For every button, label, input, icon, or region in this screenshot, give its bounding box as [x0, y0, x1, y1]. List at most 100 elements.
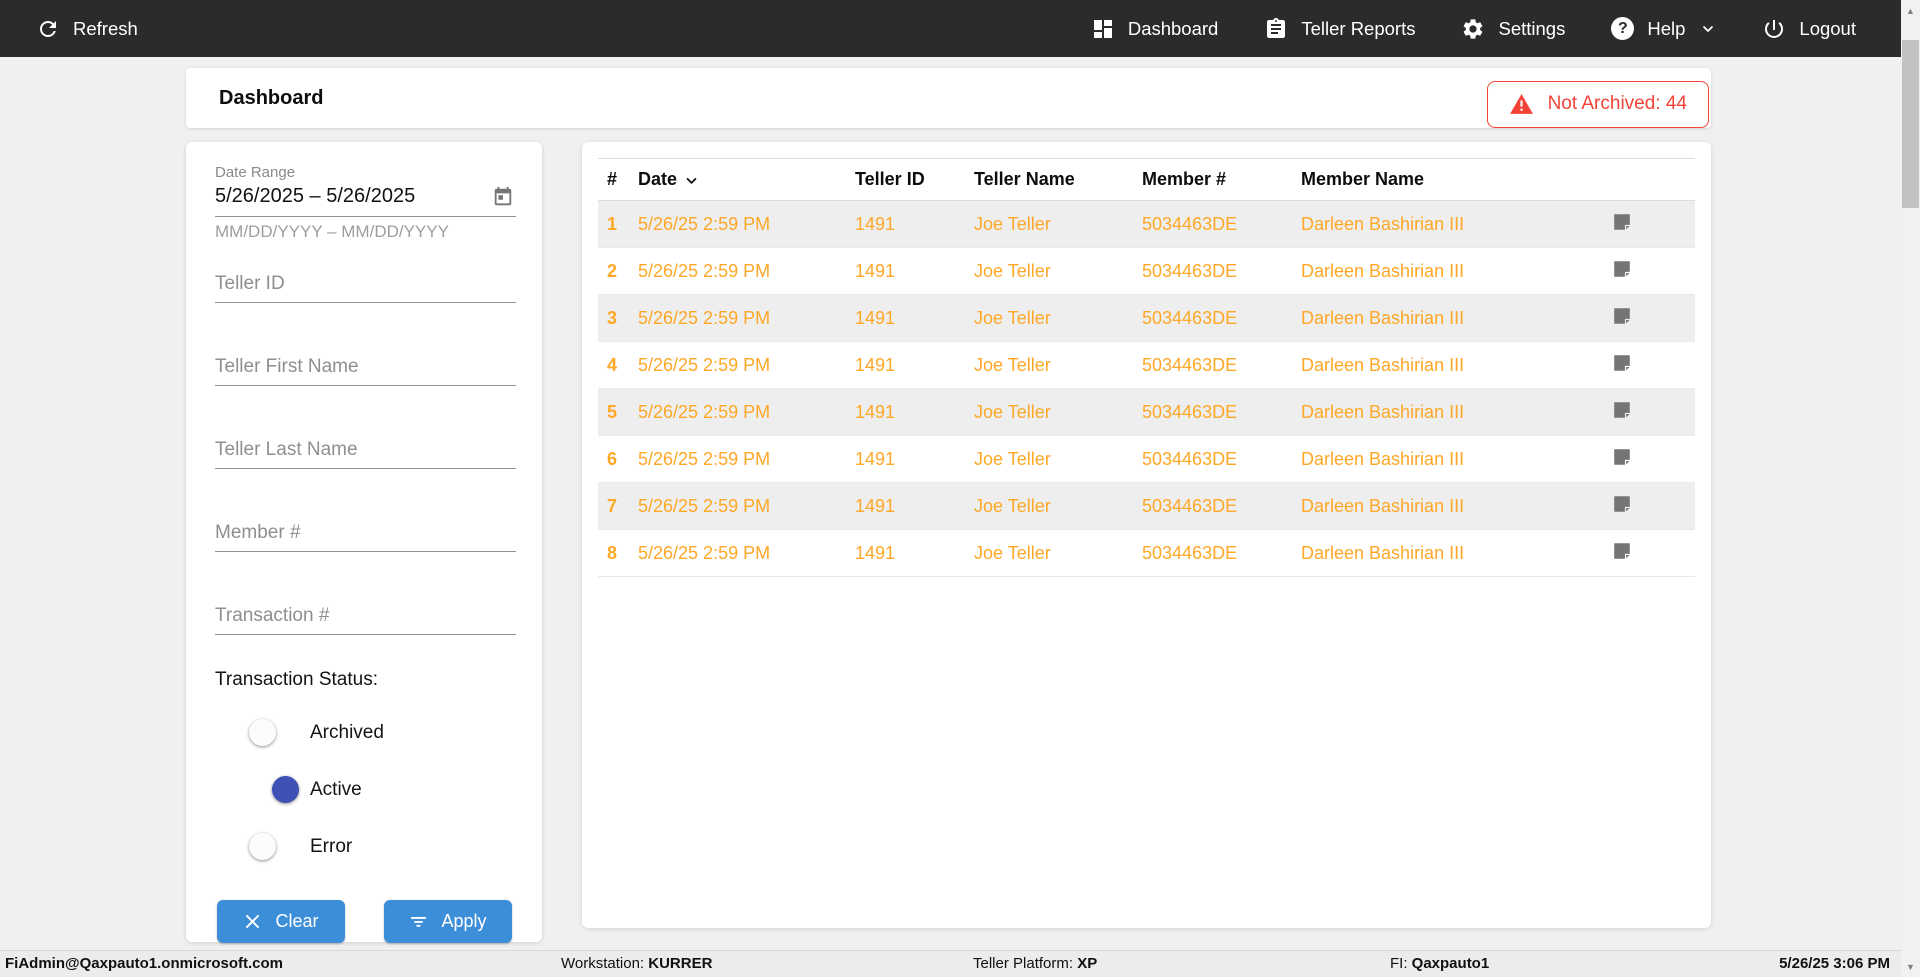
transaction-number-input[interactable]	[215, 600, 516, 635]
workstation-label: Workstation:	[561, 955, 645, 972]
page-title: Dashboard	[219, 86, 324, 109]
workstation-value: KURRER	[648, 955, 713, 972]
fi-info: FI: Qaxpauto1	[1390, 955, 1489, 972]
nav-item-logout[interactable]: Logout	[1762, 17, 1856, 41]
power-icon	[1762, 17, 1786, 41]
teller-platform-value: XP	[1077, 955, 1098, 972]
note-icon[interactable]	[1611, 258, 1633, 280]
note-icon[interactable]	[1611, 305, 1633, 327]
row-member-name: Darleen Bashirian III	[1301, 354, 1465, 375]
filter-icon	[411, 916, 427, 927]
row-number: 4	[607, 354, 618, 375]
column-header-teller-name[interactable]: Teller Name	[974, 169, 1075, 189]
note-icon[interactable]	[1611, 446, 1633, 468]
row-teller-name: Joe Teller	[974, 401, 1051, 422]
scroll-down-arrow-icon[interactable]: ▼	[1906, 961, 1915, 972]
refresh-button[interactable]: Refresh	[36, 17, 138, 41]
table-body: 1 5/26/25 2:59 PM 1491 Joe Teller 503446…	[598, 201, 1695, 577]
row-date: 5/26/25 2:59 PM	[638, 542, 771, 563]
status-bar: FiAdmin@Qaxpauto1.onmicrosoft.com Workst…	[0, 950, 1920, 977]
clear-button[interactable]: Clear	[217, 900, 345, 943]
row-teller-name: Joe Teller	[974, 213, 1051, 234]
nav-right-group: Dashboard Teller Reports Settings ? Help…	[1091, 17, 1856, 41]
active-toggle[interactable]	[254, 775, 299, 803]
nav-item-teller-reports[interactable]: Teller Reports	[1264, 17, 1415, 41]
note-icon[interactable]	[1611, 211, 1633, 233]
date-range-field	[215, 181, 516, 217]
nav-item-dashboard[interactable]: Dashboard	[1091, 17, 1219, 41]
table-row[interactable]: 2 5/26/25 2:59 PM 1491 Joe Teller 503446…	[598, 248, 1695, 295]
teller-id-input[interactable]	[215, 268, 516, 303]
refresh-label: Refresh	[73, 17, 138, 39]
table-row[interactable]: 5 5/26/25 2:59 PM 1491 Joe Teller 503446…	[598, 389, 1695, 436]
column-header-member-number[interactable]: Member #	[1142, 169, 1227, 189]
nav-item-settings[interactable]: Settings	[1461, 17, 1565, 41]
table-row[interactable]: 6 5/26/25 2:59 PM 1491 Joe Teller 503446…	[598, 436, 1695, 483]
row-teller-name: Joe Teller	[974, 307, 1051, 328]
row-teller-id: 1491	[855, 213, 896, 234]
note-icon[interactable]	[1611, 352, 1633, 374]
member-number-input[interactable]	[215, 517, 516, 552]
row-teller-id: 1491	[855, 542, 896, 563]
not-archived-label: Not Archived: 44	[1547, 93, 1687, 114]
row-number: 6	[607, 448, 618, 469]
row-teller-id: 1491	[855, 260, 896, 281]
calendar-icon[interactable]	[492, 186, 514, 208]
teller-last-name-input[interactable]	[215, 434, 516, 469]
nav-label-teller-reports: Teller Reports	[1301, 17, 1416, 39]
clipboard-icon	[1264, 17, 1288, 41]
row-teller-id: 1491	[855, 354, 896, 375]
chevron-down-icon	[1703, 25, 1714, 32]
results-table-card: # Date Teller ID Teller Name Member # Me…	[582, 142, 1711, 928]
transaction-status-label: Transaction Status:	[215, 669, 378, 690]
date-range-input[interactable]	[215, 185, 465, 208]
scroll-up-arrow-icon[interactable]: ▲	[1906, 5, 1915, 16]
column-header-date[interactable]: Date	[638, 169, 855, 190]
column-header-teller-id[interactable]: Teller ID	[855, 169, 925, 189]
row-member-number: 5034463DE	[1142, 495, 1238, 516]
row-member-number: 5034463DE	[1142, 213, 1238, 234]
row-date: 5/26/25 2:59 PM	[638, 307, 771, 328]
error-toggle[interactable]	[249, 832, 294, 860]
archived-toggle[interactable]	[249, 718, 294, 746]
fi-value: Qaxpauto1	[1411, 955, 1490, 972]
row-number: 7	[607, 495, 618, 516]
row-member-name: Darleen Bashirian III	[1301, 307, 1465, 328]
table-row[interactable]: 7 5/26/25 2:59 PM 1491 Joe Teller 503446…	[598, 483, 1695, 530]
apply-button-label: Apply	[441, 911, 487, 931]
vertical-scrollbar[interactable]: ▲ ▼	[1901, 0, 1920, 977]
table-row[interactable]: 4 5/26/25 2:59 PM 1491 Joe Teller 503446…	[598, 342, 1695, 389]
row-teller-id: 1491	[855, 307, 896, 328]
row-teller-id: 1491	[855, 401, 896, 422]
table-row[interactable]: 1 5/26/25 2:59 PM 1491 Joe Teller 503446…	[598, 201, 1695, 248]
nav-label-logout: Logout	[1799, 17, 1856, 39]
not-archived-badge[interactable]: Not Archived: 44	[1486, 80, 1709, 128]
table-row[interactable]: 8 5/26/25 2:59 PM 1491 Joe Teller 503446…	[598, 530, 1695, 577]
date-format-hint: MM/DD/YYYY – MM/DD/YYYY	[215, 222, 449, 241]
row-member-name: Darleen Bashirian III	[1301, 213, 1465, 234]
archived-toggle-label: Archived	[310, 721, 384, 743]
toggle-row-active: Active	[254, 775, 516, 803]
nav-label-help: Help	[1647, 17, 1686, 39]
fi-label: FI:	[1390, 955, 1408, 972]
logged-in-user: FiAdmin@Qaxpauto1.onmicrosoft.com	[5, 955, 283, 972]
note-icon[interactable]	[1611, 399, 1633, 421]
apply-button[interactable]: Apply	[384, 900, 512, 943]
sort-descending-icon	[686, 178, 697, 184]
row-teller-name: Joe Teller	[974, 495, 1051, 516]
table-row[interactable]: 3 5/26/25 2:59 PM 1491 Joe Teller 503446…	[598, 295, 1695, 342]
table-header-row: # Date Teller ID Teller Name Member # Me…	[598, 158, 1695, 201]
row-member-number: 5034463DE	[1142, 260, 1238, 281]
filter-buttons: Clear Apply	[217, 900, 516, 943]
scrollbar-thumb[interactable]	[1902, 40, 1919, 208]
row-member-name: Darleen Bashirian III	[1301, 542, 1465, 563]
column-header-member-name[interactable]: Member Name	[1301, 169, 1425, 189]
nav-item-help[interactable]: ? Help	[1611, 17, 1716, 40]
dashboard-icon	[1091, 17, 1115, 41]
nav-label-dashboard: Dashboard	[1127, 17, 1219, 39]
note-icon[interactable]	[1611, 540, 1633, 562]
row-teller-id: 1491	[855, 495, 896, 516]
note-icon[interactable]	[1611, 493, 1633, 515]
teller-first-name-input[interactable]	[215, 351, 516, 386]
row-teller-name: Joe Teller	[974, 542, 1051, 563]
